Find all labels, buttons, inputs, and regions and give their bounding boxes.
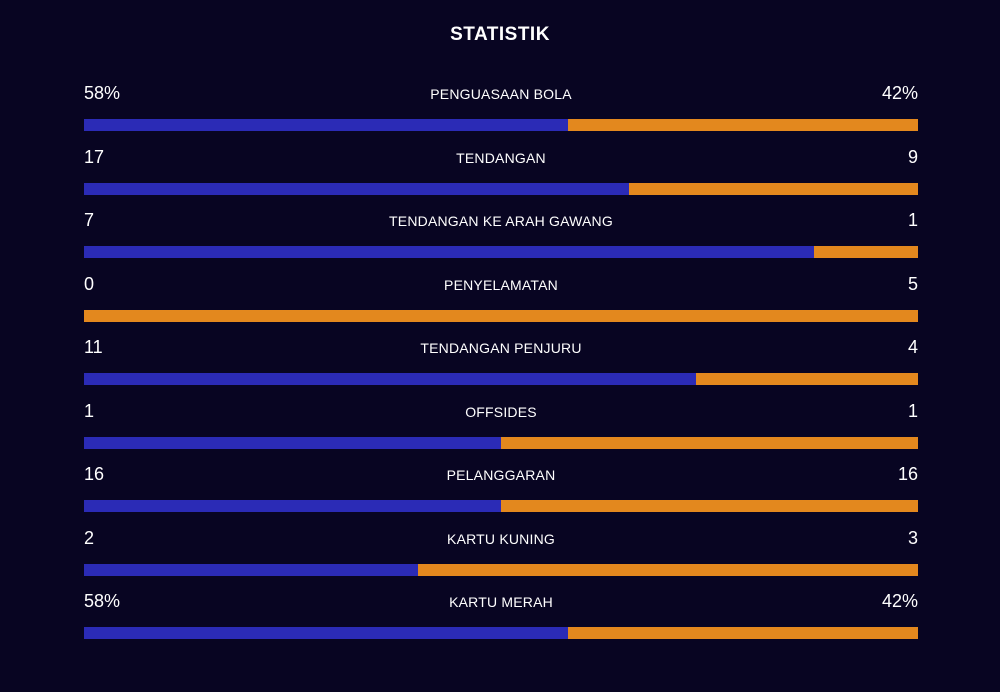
stat-bar — [84, 119, 918, 131]
stat-bar — [84, 500, 918, 512]
stat-label: PENGUASAAN BOLA — [430, 86, 572, 102]
stat-label: OFFSIDES — [465, 403, 537, 420]
away-bar-segment — [568, 119, 918, 131]
stat-bar — [84, 373, 918, 385]
home-value: 17 — [84, 146, 105, 167]
stat-bar — [84, 563, 918, 576]
stat-bar — [84, 182, 918, 195]
chart-title: STATISTIK — [450, 24, 550, 45]
stat-bar — [84, 246, 918, 258]
home-value: 16 — [84, 464, 105, 484]
away-bar-segment — [568, 627, 918, 639]
home-bar-segment — [84, 246, 814, 258]
home-value: 58% — [84, 83, 121, 103]
home-bar-segment — [84, 627, 568, 639]
stat-row: 58% KARTU MERAH 42% — [84, 586, 918, 650]
home-value: 58% — [84, 591, 121, 611]
stat-label: KARTU MERAH — [449, 594, 553, 610]
home-bar-segment — [84, 563, 418, 576]
stat-row: 0 PENYELAMATAN 5 — [84, 269, 918, 333]
home-bar-segment — [84, 119, 568, 131]
home-value: 1 — [84, 400, 95, 421]
stat-bar — [84, 436, 918, 449]
away-bar-segment — [696, 373, 918, 385]
away-value: 16 — [897, 464, 918, 484]
home-bar-segment — [84, 182, 629, 195]
stat-bar — [84, 627, 918, 639]
away-bar-segment — [501, 436, 918, 449]
stat-row: 7 TENDANGAN KE ARAH GAWANG 1 — [84, 205, 918, 269]
away-bar-segment — [814, 246, 918, 258]
stat-bar — [84, 309, 918, 322]
away-value: 5 — [907, 273, 918, 294]
stat-row: 58% PENGUASAAN BOLA 42% — [84, 78, 918, 142]
away-value: 42% — [881, 591, 918, 611]
away-bar-segment — [84, 309, 918, 322]
away-bar-segment — [629, 182, 918, 195]
home-bar-segment — [84, 500, 501, 512]
stat-row: 16 PELANGGARAN 16 — [84, 459, 918, 523]
home-bar-segment — [84, 436, 501, 449]
home-value: 0 — [84, 273, 95, 294]
away-value: 4 — [907, 337, 918, 357]
home-value: 11 — [84, 337, 103, 357]
away-bar-segment — [501, 500, 918, 512]
home-value: 7 — [84, 210, 95, 230]
stat-row: 17 TENDANGAN 9 — [84, 142, 918, 206]
stat-label: TENDANGAN PENJURU — [420, 340, 582, 356]
away-value: 1 — [907, 400, 918, 421]
home-bar-segment — [84, 373, 696, 385]
stat-row: 11 TENDANGAN PENJURU 4 — [84, 332, 918, 396]
stat-label: KARTU KUNING — [447, 530, 555, 547]
stat-label: PELANGGARAN — [446, 467, 556, 483]
away-bar-segment — [418, 563, 918, 576]
away-value: 42% — [881, 83, 918, 103]
stat-row: 1 OFFSIDES 1 — [84, 396, 918, 460]
stat-label: PENYELAMATAN — [444, 276, 558, 293]
stat-label: TENDANGAN KE ARAH GAWANG — [389, 213, 613, 229]
away-value: 1 — [907, 210, 918, 230]
stats-list: 58% PENGUASAAN BOLA 42% 17 TENDANGAN 9 7 TENDAN… — [84, 78, 918, 650]
away-value: 9 — [907, 146, 918, 167]
stat-label: TENDANGAN — [456, 149, 546, 166]
stat-row: 2 KARTU KUNING 3 — [84, 523, 918, 587]
home-value: 2 — [84, 527, 95, 548]
away-value: 3 — [907, 527, 918, 548]
